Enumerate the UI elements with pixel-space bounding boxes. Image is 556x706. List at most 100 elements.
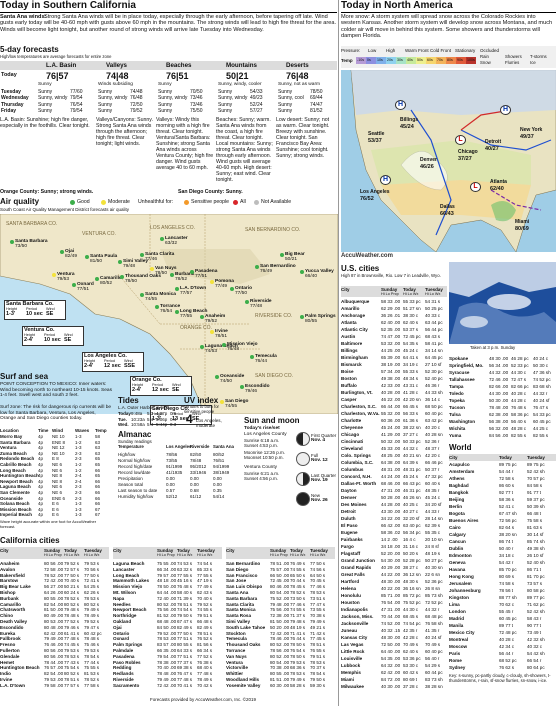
city-cell: 41 35 r bbox=[425, 628, 440, 633]
city-cell: 30 14 sf bbox=[527, 532, 544, 537]
city-cell: 78 53 s bbox=[64, 653, 80, 659]
sky: Sunny bbox=[158, 82, 172, 87]
city-cell: 62 43 s bbox=[197, 590, 213, 595]
city-cell: 80 64 pc bbox=[527, 665, 545, 670]
city-cell: 26 8 sn bbox=[425, 586, 441, 591]
section-title: U.S. cities bbox=[341, 264, 380, 273]
city-cell: Flagstaff bbox=[341, 551, 361, 556]
city-cell: 64 40 .00 bbox=[381, 649, 401, 654]
city-cell: 54 35 .00 bbox=[381, 656, 401, 661]
surf-zone-value: 2-4' bbox=[24, 337, 34, 343]
map-city: Detroit bbox=[485, 139, 502, 145]
zone-description: Valleys/Canyons: Sunny. Strong Santa Ana… bbox=[96, 117, 153, 147]
city-cell: 45 24 s bbox=[403, 474, 419, 479]
surf-zone-value: 13 sec bbox=[172, 416, 189, 422]
aq-dot bbox=[200, 315, 204, 319]
city-cell: 72 52 pc bbox=[425, 600, 443, 605]
city-cell: Paris bbox=[449, 651, 461, 656]
table-subheader: Hi Lo Wx bbox=[197, 553, 213, 557]
table-subheader: Hi Lo Prcp bbox=[44, 553, 62, 557]
almanac-cell: 0.35 bbox=[213, 488, 222, 493]
city-cell: 46 28 pc bbox=[511, 356, 529, 361]
city-cell: Sacramento bbox=[113, 682, 140, 688]
place-name: Oceanside bbox=[220, 374, 245, 379]
city-cell: Torrance bbox=[226, 648, 246, 653]
city-cell: 68 50 pc bbox=[425, 404, 443, 409]
city-cell: 86 60 s bbox=[499, 483, 515, 488]
almanac-cell: Last season to date bbox=[118, 488, 158, 493]
city-cell: Topeka bbox=[449, 398, 465, 403]
city-cell: 48 37 r bbox=[425, 446, 440, 451]
pressure-center: L bbox=[470, 182, 481, 193]
city-cell: 48 30 .00 bbox=[381, 579, 401, 584]
city-cell: 78 52 s bbox=[290, 590, 306, 595]
place-name: Yucca Valley bbox=[305, 269, 334, 274]
city-cell: 52 36 r bbox=[425, 439, 440, 444]
city-cell: 50 39 sh bbox=[527, 504, 545, 509]
place-temp: 77/49 bbox=[215, 284, 228, 289]
city-cell: 77 50 s bbox=[310, 561, 326, 566]
forecast-cell: 76/54 bbox=[70, 101, 83, 108]
city-cell: 77 48 s bbox=[177, 677, 193, 682]
city-cell: 82 54 .00 bbox=[44, 601, 64, 607]
city-cell: 58 41 pc bbox=[425, 341, 443, 346]
city-cell: Little Rock bbox=[341, 649, 365, 654]
table-header-bg bbox=[449, 454, 556, 461]
city-cell: 62 38 .00 bbox=[489, 412, 509, 417]
surf-zone-label: Period bbox=[104, 359, 115, 363]
city-cell: 44 25 c bbox=[533, 426, 549, 431]
pressure-center: H bbox=[395, 100, 406, 111]
surf-zone-label: Wind bbox=[46, 307, 55, 311]
city-cell: 46 36 r bbox=[425, 383, 440, 388]
table-subheader: Hi Lo Prcp bbox=[270, 553, 288, 557]
almanac-cell: 73/55 bbox=[166, 458, 178, 463]
city-cell: Chicago bbox=[341, 432, 360, 437]
table-header: Tuesday bbox=[84, 548, 102, 553]
place-temp: 74/55 bbox=[225, 404, 238, 409]
forecast-cell: Sunny bbox=[98, 101, 113, 108]
city-cell: 62 29 .00 bbox=[381, 306, 401, 311]
place-name: Santa Barbara bbox=[15, 239, 48, 244]
city-cell: Wichita bbox=[449, 426, 466, 431]
city-cell: 42 20 sn bbox=[403, 397, 421, 402]
city-cell: 80 55 s bbox=[177, 642, 193, 648]
place-temp: 77/55 bbox=[180, 314, 193, 319]
city-cell: 71 62 pc bbox=[527, 602, 545, 607]
city-cell: Charleston, W.Va. bbox=[341, 411, 380, 416]
city-cell: 77 47 s bbox=[310, 601, 326, 607]
city-cell: Boise bbox=[341, 369, 354, 374]
temp: 50|21 bbox=[226, 71, 249, 81]
city-cell: South Lake Tahoe bbox=[226, 624, 266, 630]
almanac-cell: Record low/date bbox=[118, 470, 151, 475]
city-cell: 34 18 c bbox=[499, 553, 515, 558]
place-name: Laguna Beach bbox=[205, 344, 238, 349]
city-cell: San Jose bbox=[226, 578, 247, 584]
city-cell: Concord, N.H. bbox=[341, 474, 372, 479]
city-cell: Albuquerque bbox=[341, 299, 370, 304]
city-cell: 78 48 s bbox=[84, 636, 100, 642]
tide-cell: Today bbox=[118, 411, 131, 416]
city-cell: Fallbrook bbox=[0, 636, 21, 642]
city-cell: 40 27 c bbox=[403, 509, 419, 514]
city-cell: 14 2 .00 bbox=[381, 537, 398, 542]
city-cell: 78 50 s bbox=[290, 642, 306, 648]
city-cell: 80 69 t bbox=[403, 677, 418, 682]
city-cell: 83 57 .00 bbox=[157, 642, 177, 648]
place-temp: 79/46 bbox=[245, 389, 258, 394]
city-cell: 48 30 .00 bbox=[381, 635, 401, 640]
surf-cell: NE 10 bbox=[52, 450, 65, 456]
city-cell: 79 52 s bbox=[84, 619, 100, 624]
city-cell: 54 25 s bbox=[84, 584, 100, 590]
city-cell: 50 30 .00 bbox=[489, 398, 509, 403]
place-name: Long Beach bbox=[180, 309, 208, 314]
tide-cell: 5.4 bbox=[147, 422, 154, 427]
aq-dot bbox=[200, 345, 204, 349]
surf-cell: Oceanside bbox=[0, 495, 23, 501]
day: Wednesday bbox=[1, 95, 29, 102]
city-cell: Atlantic City bbox=[341, 327, 368, 332]
city-cell: 38 19 .00 bbox=[381, 362, 401, 367]
city-cell: 36 26 .01 bbox=[381, 313, 401, 318]
city-cell: 74 56 s bbox=[310, 566, 326, 572]
city-cell: Kingston bbox=[449, 595, 469, 600]
place-name: Big Bear bbox=[285, 252, 305, 257]
